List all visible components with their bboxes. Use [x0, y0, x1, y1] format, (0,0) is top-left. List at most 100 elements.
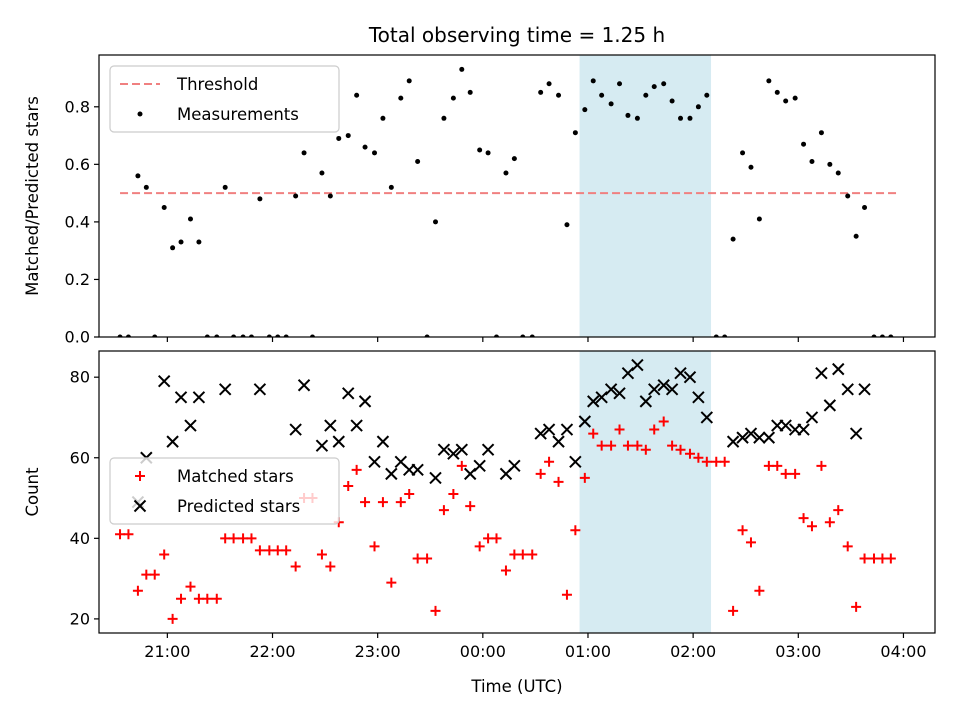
- matched-point: [728, 605, 739, 616]
- measurement-point: [608, 101, 614, 107]
- matched-point: [491, 533, 502, 544]
- measurement-point: [283, 334, 289, 337]
- matched-point: [596, 440, 607, 451]
- matched-point: [290, 561, 301, 572]
- matched-point: [701, 456, 712, 467]
- measurement-point: [398, 95, 404, 101]
- measurement-point: [538, 89, 544, 95]
- y-tick-label: 0.0: [65, 328, 90, 347]
- measurement-point: [783, 98, 789, 104]
- predicted-point: [841, 383, 854, 396]
- measurement-point: [835, 170, 841, 176]
- predicted-point: [736, 431, 749, 444]
- measurement-point: [862, 205, 868, 211]
- plot-area: [117, 55, 897, 337]
- measurement-point: [240, 334, 246, 337]
- matched-point: [351, 464, 362, 475]
- y-axis-label: Matched/Predicted stars: [23, 96, 42, 296]
- matched-point: [132, 585, 143, 596]
- matched-point: [246, 533, 257, 544]
- measurement-point: [818, 130, 824, 136]
- legend-entry-label: Threshold: [176, 75, 258, 94]
- measurement-point: [450, 95, 456, 101]
- legend-entry-label: Measurements: [177, 105, 299, 124]
- measurement-point: [792, 95, 798, 101]
- predicted-point: [253, 383, 267, 396]
- measurement-point: [827, 161, 833, 167]
- matched-point: [737, 525, 748, 536]
- predicted-point: [508, 459, 521, 473]
- matched-point: [325, 561, 336, 572]
- matched-point: [272, 545, 283, 556]
- x-axis-label: Time (UTC): [470, 677, 562, 696]
- measurement-point: [424, 334, 430, 337]
- matched-point: [553, 476, 564, 487]
- matched-point: [806, 521, 817, 532]
- measurement-point: [170, 245, 176, 251]
- y-tick-label: 60: [70, 448, 90, 467]
- matched-point: [360, 497, 371, 508]
- measurement-point: [845, 193, 851, 199]
- measurement-point: [415, 158, 421, 164]
- predicted-point: [289, 423, 302, 436]
- legend-box: [109, 457, 340, 525]
- y-tick-label: 0.4: [65, 212, 90, 231]
- predicted-point: [753, 431, 766, 444]
- matched-point: [430, 605, 441, 616]
- matched-point: [869, 553, 880, 564]
- matched-point: [254, 545, 265, 556]
- measurement-point: [809, 158, 815, 164]
- legend: Threshold Measurements: [109, 65, 340, 133]
- measurement-point: [556, 92, 562, 98]
- measurement-point: [266, 334, 272, 337]
- measurement-point: [546, 81, 552, 87]
- measurement-point: [740, 150, 746, 156]
- measurement-point: [362, 144, 368, 150]
- series-predicted-stars: [131, 358, 871, 509]
- predicted-point: [648, 383, 661, 396]
- predicted-point: [192, 391, 206, 404]
- predicted-point: [779, 419, 792, 432]
- matched-point: [658, 416, 669, 427]
- measurement-point: [493, 334, 499, 337]
- matched-point: [527, 549, 538, 560]
- x-tick-label: 23:00: [355, 642, 401, 661]
- predicted-point: [368, 455, 381, 468]
- measurement-point: [345, 133, 351, 139]
- measurement-point: [511, 156, 517, 162]
- bottom-panel: 20 40 60 80 21:00 22:00 23:00 00:00 01:00 02:00 03…: [23, 350, 936, 696]
- legend-predicted-swatch: [133, 499, 147, 513]
- measurement-point: [293, 193, 299, 199]
- predicted-point: [437, 443, 451, 456]
- matched-point: [711, 456, 722, 467]
- predicted-point: [157, 375, 171, 388]
- legend-box: [109, 65, 340, 133]
- predicted-point: [683, 370, 697, 384]
- matched-point: [343, 480, 354, 491]
- predicted-point: [184, 419, 197, 432]
- predicted-point: [604, 383, 618, 396]
- measurement-point: [643, 92, 649, 98]
- predicted-point: [297, 379, 311, 392]
- x-tick-label: 01:00: [565, 642, 611, 661]
- measurement-point: [117, 334, 123, 337]
- y-axis-label: Count: [23, 467, 42, 517]
- matched-point: [456, 460, 467, 471]
- measurement-point: [485, 150, 491, 156]
- measurement-point: [301, 150, 307, 156]
- predicted-point: [657, 379, 670, 392]
- measurement-point: [143, 184, 149, 190]
- measurement-point: [661, 81, 667, 87]
- legend: Matched stars Predicted stars: [109, 457, 340, 525]
- matched-point: [877, 553, 888, 564]
- matched-point: [561, 589, 572, 600]
- matched-point: [535, 468, 546, 479]
- predicted-point: [674, 366, 687, 380]
- axes-frame: [98, 54, 936, 338]
- matched-point: [412, 553, 423, 564]
- matched-point: [885, 553, 896, 564]
- measurement-point: [520, 334, 526, 337]
- matched-point: [622, 440, 633, 451]
- measurement-point: [713, 334, 719, 337]
- measurement-point: [678, 115, 684, 121]
